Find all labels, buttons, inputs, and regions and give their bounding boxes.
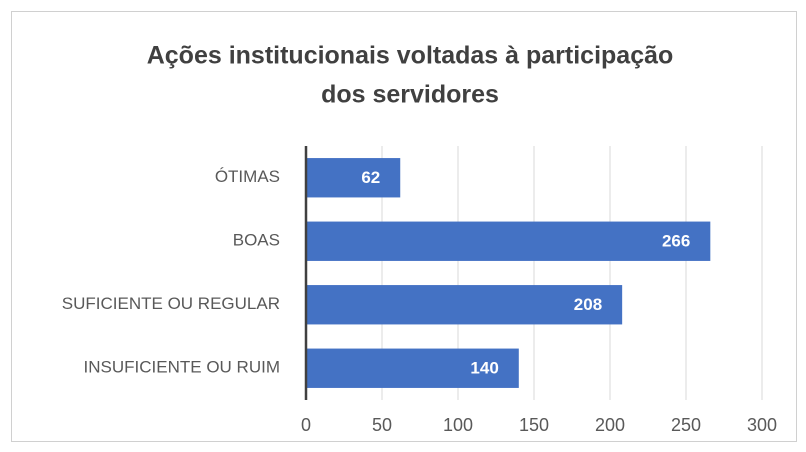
x-tick-label: 0 [301,415,311,435]
value-label: 140 [470,359,498,378]
value-label: 208 [574,295,602,314]
bar [306,285,623,325]
bar [306,221,711,261]
bar [306,158,401,198]
chart-title: Ações institucionais voltadas à particip… [147,42,674,70]
y-tick-label: ÓTIMAS [215,167,280,186]
value-label: 266 [662,232,690,251]
y-tick-label: BOAS [233,231,280,250]
chart-title: dos servidores [321,81,499,109]
y-tick-label: INSUFICIENTE OU RUIM [84,358,280,377]
y-tick-label: SUFICIENTE OU REGULAR [62,294,280,313]
x-tick-label: 250 [671,415,701,435]
value-label: 62 [361,168,380,187]
x-tick-label: 300 [747,415,777,435]
bar [306,348,519,388]
x-tick-label: 150 [519,415,549,435]
x-tick-label: 100 [443,415,473,435]
x-tick-label: 200 [595,415,625,435]
x-tick-label: 50 [372,415,392,435]
